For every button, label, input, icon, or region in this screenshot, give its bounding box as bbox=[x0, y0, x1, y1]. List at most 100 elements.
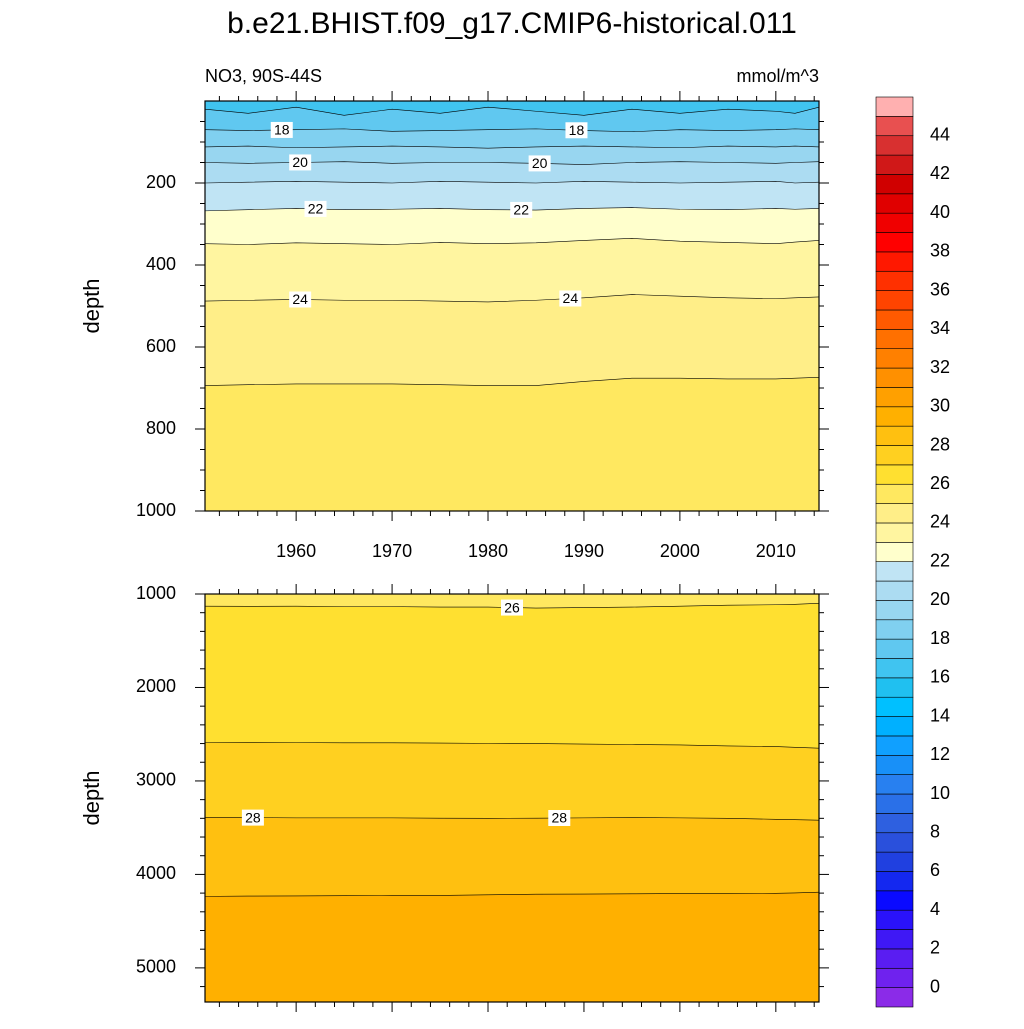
colorbar-box bbox=[875, 619, 914, 640]
y-tick-label: 5000 bbox=[136, 957, 176, 977]
colorbar-label: 28 bbox=[930, 434, 950, 454]
contour-label-bg bbox=[270, 121, 293, 138]
colorbar-box bbox=[875, 677, 914, 698]
x-tick-label: 1970 bbox=[372, 541, 412, 561]
contour-label-bg bbox=[548, 810, 571, 827]
contour-label-bg bbox=[289, 154, 312, 171]
colorbar-box bbox=[875, 890, 914, 911]
contour-label: 18 bbox=[569, 122, 585, 138]
y-tick-label: 2000 bbox=[136, 676, 176, 696]
colorbar-box bbox=[875, 793, 914, 814]
colorbar-label: 6 bbox=[930, 860, 940, 880]
y-axis-label: depth bbox=[79, 770, 104, 825]
colorbar-label: 30 bbox=[930, 396, 950, 416]
colorbar-box bbox=[875, 754, 914, 775]
colorbar-box bbox=[875, 96, 914, 117]
contour-label-bg bbox=[501, 599, 523, 616]
subtitle-left: NO3, 90S-44S bbox=[205, 66, 322, 86]
contour-label: 24 bbox=[292, 291, 308, 307]
colorbar-box bbox=[875, 270, 914, 291]
y-tick-label: 800 bbox=[146, 418, 176, 438]
x-tick-label: 1990 bbox=[564, 541, 604, 561]
colorbar-label: 38 bbox=[930, 241, 950, 261]
colorbar-box bbox=[875, 522, 914, 543]
colorbar-box bbox=[875, 309, 914, 330]
y-axis-label: depth bbox=[79, 278, 104, 333]
colorbar-box bbox=[875, 580, 914, 601]
colorbar-label: 36 bbox=[930, 279, 950, 299]
colorbar-label: 34 bbox=[930, 318, 950, 338]
contour-line bbox=[205, 181, 819, 184]
subtitle-right: mmol/m^3 bbox=[737, 66, 819, 86]
colorbar-box bbox=[875, 735, 914, 756]
colorbar-box bbox=[875, 638, 914, 659]
contour-label: 28 bbox=[245, 809, 261, 825]
y-tick-label: 4000 bbox=[136, 863, 176, 883]
colorbar-label: 14 bbox=[930, 705, 950, 725]
y-tick-label: 3000 bbox=[136, 770, 176, 790]
y-tick-label: 1000 bbox=[136, 500, 176, 520]
colorbar-label: 22 bbox=[930, 550, 950, 570]
colorbar-box bbox=[875, 967, 914, 988]
colorbar-label: 0 bbox=[930, 976, 940, 996]
y-tick-label: 400 bbox=[146, 254, 176, 274]
plot-frame bbox=[204, 593, 820, 1003]
colorbar-label: 24 bbox=[930, 512, 950, 532]
colorbar-label: 4 bbox=[930, 899, 940, 919]
colorbar-box bbox=[875, 716, 914, 737]
colorbar-box bbox=[875, 909, 914, 930]
colorbar-box bbox=[875, 464, 914, 485]
contour-line bbox=[205, 742, 819, 749]
colorbar-label: 2 bbox=[930, 938, 940, 958]
colorbar-box bbox=[875, 774, 914, 795]
colorbar-box bbox=[875, 987, 914, 1008]
colorbar-box bbox=[875, 425, 914, 446]
contour-label: 20 bbox=[292, 154, 308, 170]
contour-label: 22 bbox=[308, 201, 324, 217]
contour-line bbox=[205, 603, 819, 609]
colorbar-box bbox=[875, 212, 914, 233]
contour-line bbox=[205, 238, 819, 245]
contour-label-bg bbox=[528, 155, 551, 172]
colorbar-box bbox=[875, 445, 914, 466]
colorbar-box bbox=[875, 832, 914, 853]
x-tick-label: 2010 bbox=[756, 541, 796, 561]
colorbar-label: 10 bbox=[930, 783, 950, 803]
contour-label: 22 bbox=[513, 202, 529, 218]
x-tick-label: 1960 bbox=[276, 541, 316, 561]
colorbar-label: 12 bbox=[930, 744, 950, 764]
y-tick-label: 600 bbox=[146, 336, 176, 356]
contour-label-bg bbox=[241, 809, 264, 826]
colorbar-box bbox=[875, 483, 914, 504]
colorbar-label: 40 bbox=[930, 202, 950, 222]
contour-label-bg bbox=[289, 291, 312, 308]
contour-line bbox=[205, 377, 819, 386]
colorbar-box bbox=[875, 329, 914, 350]
colorbar-box bbox=[875, 696, 914, 717]
contour-line bbox=[205, 817, 819, 821]
colorbar-label: 44 bbox=[930, 124, 950, 144]
contour-label: 20 bbox=[532, 155, 548, 171]
contour-label: 24 bbox=[563, 290, 579, 306]
colorbar-box bbox=[875, 871, 914, 892]
contour-label-bg bbox=[559, 290, 582, 307]
colorbar-label: 18 bbox=[930, 628, 950, 648]
colorbar-box bbox=[875, 348, 914, 369]
plot-area bbox=[205, 594, 819, 1002]
colorbar-box bbox=[875, 135, 914, 156]
colorbar-label: 42 bbox=[930, 163, 950, 183]
colorbar-box bbox=[875, 116, 914, 137]
contour-line bbox=[205, 145, 819, 149]
contour-line bbox=[205, 128, 819, 133]
colorbar-box bbox=[875, 174, 914, 195]
colorbar-box bbox=[875, 561, 914, 582]
colorbar-box bbox=[875, 154, 914, 175]
x-tick-label: 2000 bbox=[660, 541, 700, 561]
contour-line bbox=[205, 106, 819, 116]
colorbar-box bbox=[875, 232, 914, 253]
colorbar-box bbox=[875, 406, 914, 427]
colorbar-box bbox=[875, 948, 914, 969]
contour-line bbox=[205, 891, 819, 897]
colorbar-label: 20 bbox=[930, 589, 950, 609]
